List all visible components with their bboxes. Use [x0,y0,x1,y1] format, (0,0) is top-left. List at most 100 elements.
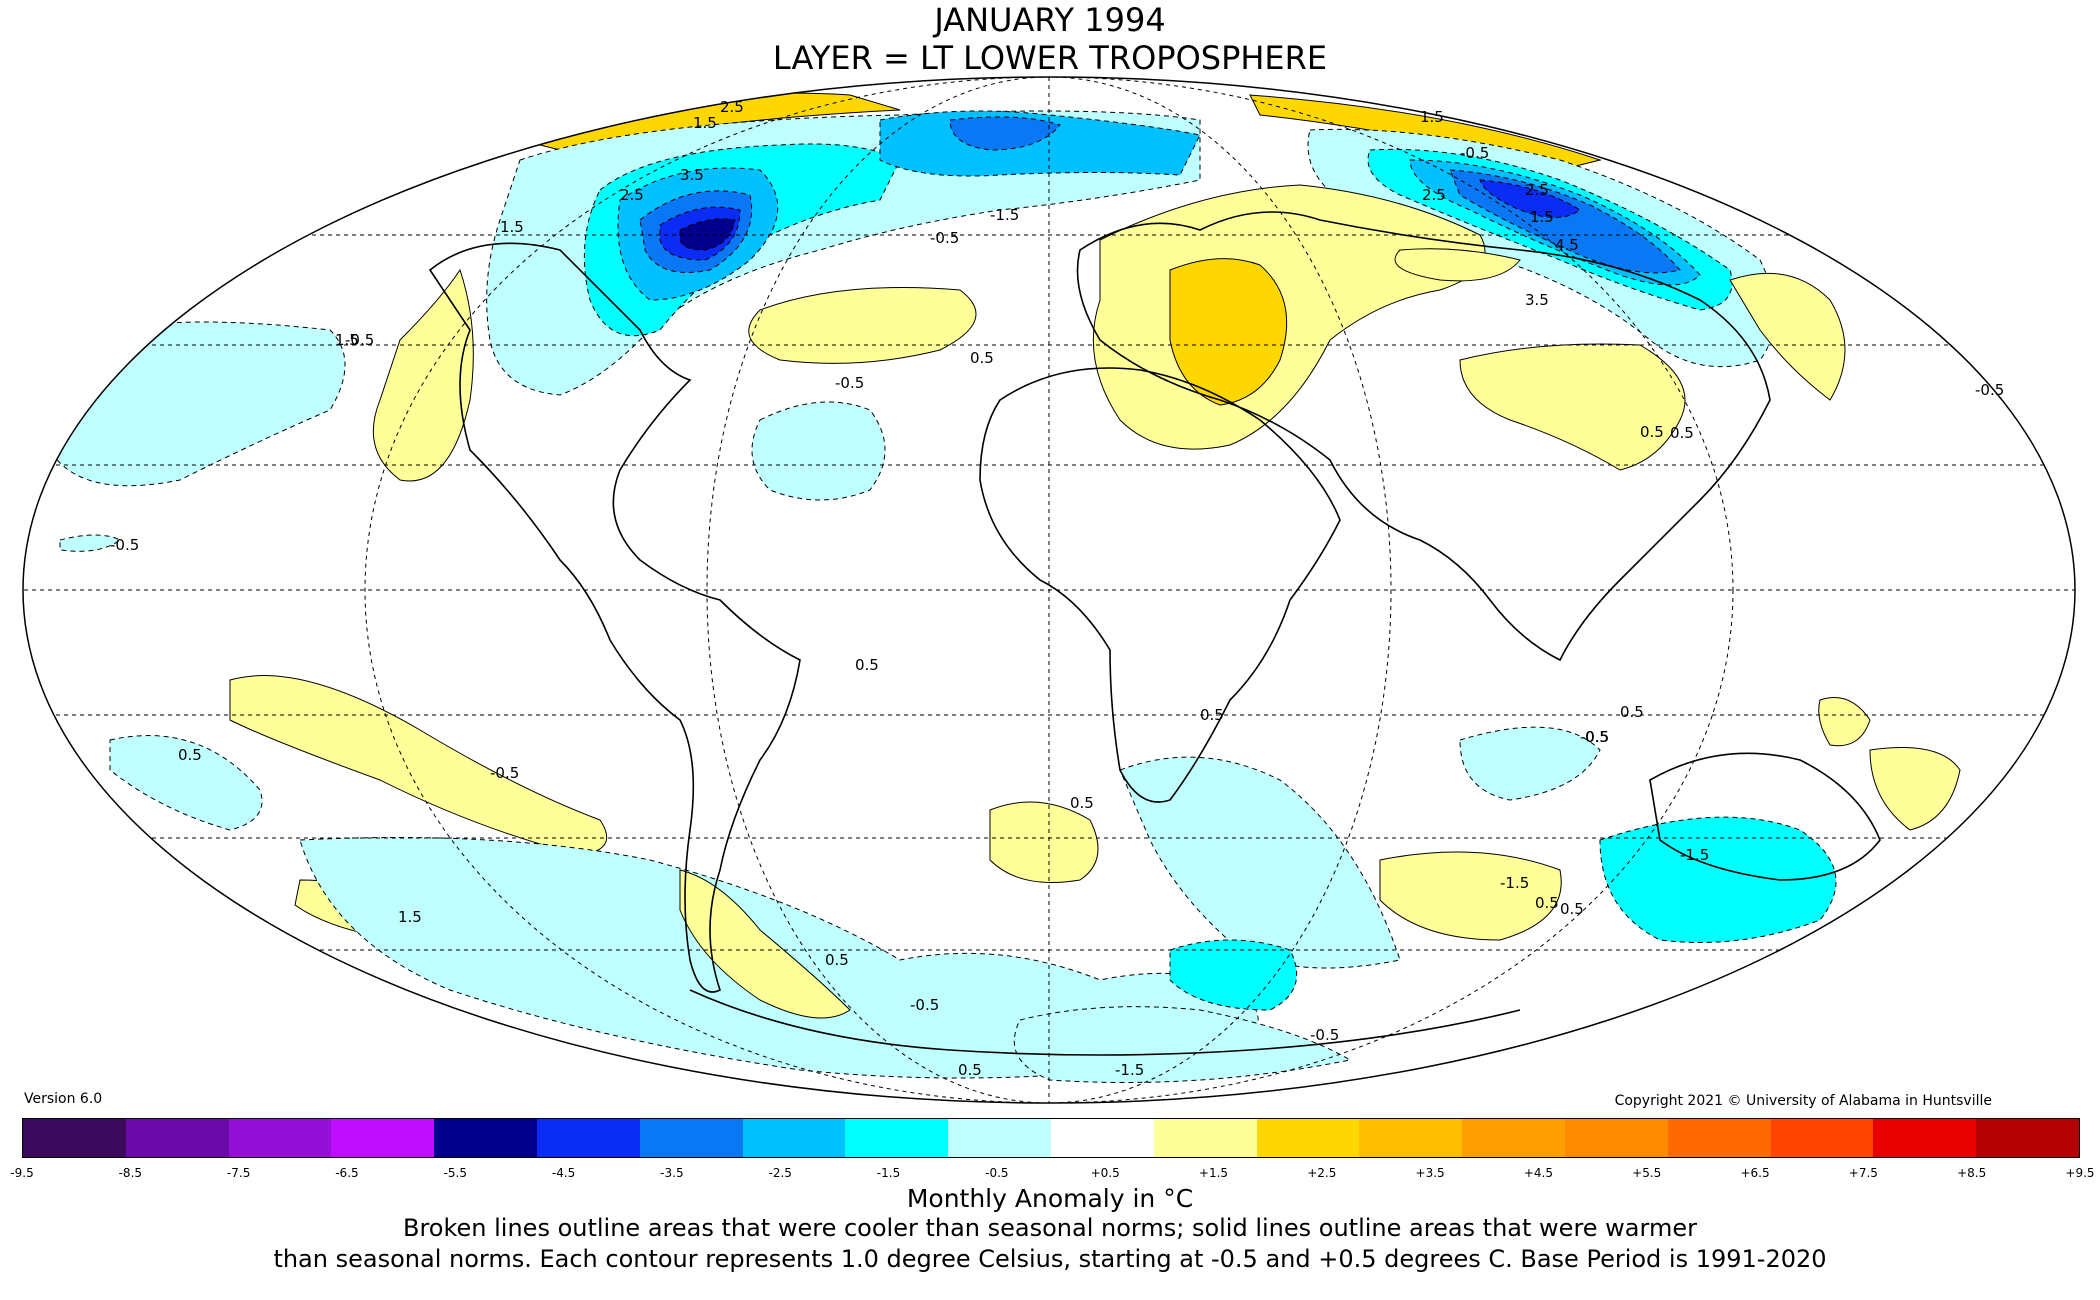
colorbar-segment [1462,1119,1565,1157]
colorbar-segment [1050,1119,1154,1157]
contour-label: -1.5 [1500,874,1529,892]
contour-label: 1.5 [500,218,524,236]
map-subtitle: LAYER = LT LOWER TROPOSPHERE [772,39,1328,77]
anomaly-region [1013,1006,1352,1083]
anomaly-region [1394,248,1521,282]
anomaly-region [751,401,886,501]
colorbar-segment [1976,1119,2079,1157]
contour-label: 0.5 [1640,423,1664,441]
anomaly-region [1479,179,1581,218]
colorbar-segment [1359,1119,1463,1157]
contour-label: 1.5 [1420,108,1444,126]
contour-label: -0.5 [1975,381,2004,399]
anomaly-region [679,218,736,251]
colorbar-tick-label: +0.5 [1090,1166,1120,1180]
colorbar-tick-label: +7.5 [1848,1166,1878,1180]
colorbar-segment [434,1119,537,1157]
anomaly-region [109,735,263,831]
colorbar-segment [948,1119,1051,1157]
anomaly-region [1459,343,1686,471]
contour-label: -0.5 [835,374,864,392]
contour-label: 0.5 [178,746,202,764]
unit-label: Monthly Anomaly in °C [906,1184,1194,1213]
contour-label: 0.5 [855,656,879,674]
contour-label: 0.5 [1585,728,1609,746]
colorbar-segment [536,1119,640,1157]
contour-label: -0.5 [1580,728,1609,746]
contour-label: -0.5 [490,764,519,782]
anomaly-region [1119,756,1401,969]
contour-label: 1.5 [335,331,359,349]
note-line-1: Broken lines outline areas that were coo… [403,1214,1697,1242]
anomaly-region [59,534,121,552]
contour-label: -0.5 [1460,144,1489,162]
coastlines [428,211,1881,1056]
contour-label: -0.5 [930,229,959,247]
colorbar-tick-label: +4.5 [1523,1166,1553,1180]
contour-label: 0.5 [958,1061,982,1079]
anomaly-map: 2.51.53.52.51.5-1.5-0.51.5-0.50.5-0.5-0.… [22,76,2076,1104]
colorbar-segment [1873,1119,1977,1157]
graticule [23,77,2075,1103]
contour-label: 2.5 [720,98,744,116]
map-title: JANUARY 1994 [934,1,1166,39]
contour-label: 2.5 [620,186,644,204]
anomaly-region [1869,747,1961,831]
contour-label: 2.5 [1422,186,1446,204]
contour-label: 0.5 [1620,703,1644,721]
colorbar-tick-label: -6.5 [335,1166,359,1180]
anomaly-region [1599,816,1837,943]
contour-label: 0.5 [1070,794,1094,812]
colorbar-segment [639,1119,743,1157]
colorbar-segment [1256,1119,1360,1157]
colorbar-segment [1667,1119,1771,1157]
colorbar-tick-label: +5.5 [1632,1166,1662,1180]
contour-labels: 2.51.53.52.51.5-1.5-0.51.5-0.50.5-0.5-0.… [110,98,2004,1079]
contour-label: 1.5 [693,114,717,132]
contour-label: 2.5 [1525,181,1549,199]
contour-label: 3.5 [1525,291,1549,309]
anomaly-region [372,268,474,482]
contour-label: -1.5 [1115,1061,1144,1079]
colorbar-tick-label: +3.5 [1415,1166,1445,1180]
colorbar-segment [331,1119,435,1157]
colorbar-tick-label: +6.5 [1740,1166,1770,1180]
colorbar-tick-label: -5.5 [443,1166,467,1180]
anomaly-region [1818,697,1871,747]
anomaly-region [679,869,851,1019]
globe-outline [22,76,2076,1104]
contour-label: -0.5 [345,331,374,349]
colorbar-tick-label: -1.5 [876,1166,901,1180]
anomaly-region [229,675,608,856]
colorbar-segment [742,1119,846,1157]
note-line-2: than seasonal norms. Each contour repres… [273,1245,1827,1273]
contour-label: -0.5 [110,536,139,554]
contour-label: 0.5 [825,951,849,969]
colorbar-tick-label: -8.5 [118,1166,143,1180]
colorbar-segment [1153,1119,1257,1157]
colorbar-tick-label: -7.5 [226,1166,251,1180]
anomaly-region [989,801,1099,883]
contour-label: 4.5 [1555,236,1579,254]
colorbar-tick-label: -3.5 [660,1166,684,1180]
colorbar-tick-label: -9.5 [10,1166,34,1180]
colorbar-segment [1770,1119,1874,1157]
colorbar-tick-label: +1.5 [1198,1166,1229,1180]
contour-label: 0.5 [970,349,994,367]
contour-label: 0.5 [1670,424,1694,442]
anomaly-region [1459,726,1601,801]
colorbar-segment [125,1119,229,1157]
contour-label: -1.5 [1680,846,1709,864]
contour-label: 1.5 [1530,208,1554,226]
contour-label: 0.5 [1200,706,1224,724]
contour-label: -1.5 [990,206,1019,224]
contour-label: 3.5 [680,166,704,184]
contour-label: 1.5 [398,908,422,926]
copyright-label: Copyright 2021 © University of Alabama i… [1614,1093,1992,1109]
contour-label: 0.5 [1535,894,1559,912]
colorbar [22,1118,2080,1158]
colorbar-ticks: -9.5 -8.5 -7.5 -6.5 -5.5 -4.5 -3.5 -2.5 -1.5 -0.5… [10,1166,2094,1184]
anomaly-region [1729,272,1846,401]
colorbar-tick-label: -0.5 [985,1166,1009,1180]
colorbar-tick-label: -4.5 [551,1166,576,1180]
